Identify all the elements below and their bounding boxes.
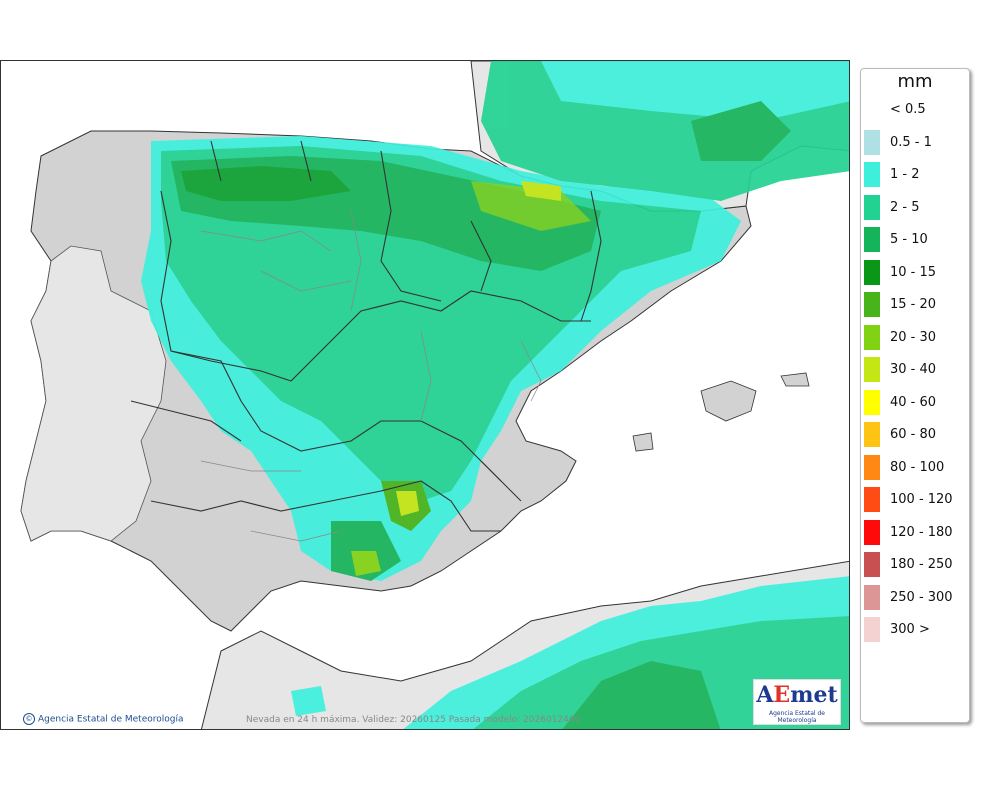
mallorca	[700, 380, 757, 422]
legend-label: 1 - 2	[890, 167, 920, 182]
menorca	[780, 372, 810, 387]
legend-label: 100 - 120	[890, 492, 953, 507]
legend-swatch	[864, 97, 880, 122]
legend-item: 80 - 100	[864, 454, 945, 480]
legend-swatch	[864, 162, 880, 187]
legend-swatch	[864, 389, 880, 415]
province-borders	[200, 210, 542, 542]
logo-mark: AEmet	[756, 682, 838, 708]
aemet-logo: AEmet Agencia Estatal de Meteorología	[753, 679, 841, 725]
legend-label: 300 >	[890, 622, 930, 637]
legend-item: 20 - 30	[864, 324, 937, 350]
legend-item: 10 - 15	[864, 259, 937, 285]
legend-item: 180 - 250	[864, 552, 953, 577]
logo-subtitle: Agencia Estatal de Meteorología	[768, 710, 825, 724]
legend-item: 30 - 40	[864, 357, 936, 382]
legend-swatch	[864, 454, 880, 480]
legend-swatch	[864, 259, 880, 285]
legend-label: 40 - 60	[890, 394, 937, 410]
legend-swatch	[864, 194, 880, 220]
legend-item: 15 - 20	[864, 292, 936, 317]
legend-swatch	[864, 292, 880, 317]
legend-label: 5 - 10	[890, 232, 928, 247]
legend-label: 15 - 20	[890, 297, 937, 312]
credit-label: Agencia Estatal de Meteorología	[38, 714, 184, 725]
legend-swatch	[864, 552, 880, 577]
legend-item: 250 - 300	[864, 584, 953, 610]
legend-label: 180 - 250	[890, 557, 953, 572]
legend-label: 0.5 - 1	[890, 134, 932, 150]
legend-label: 10 - 15	[890, 264, 937, 280]
legend-item: 120 - 180	[864, 519, 953, 545]
credit-text: © Agencia Estatal de Meteorología	[23, 713, 184, 725]
legend-item: 40 - 60	[864, 389, 937, 415]
legend-swatch	[864, 584, 880, 610]
legend-label: < 0.5	[890, 102, 926, 117]
legend-item: 0.5 - 1	[864, 129, 932, 155]
color-legend: mm < 0.5 0.5 - 1 1 - 2 2 - 5 5 - 10 10 - 15 15…	[860, 68, 970, 723]
legend-swatch	[864, 357, 880, 382]
validity-text: Nevada en 24 h máxima. Validez: 20260125…	[246, 715, 581, 725]
legend-label: 120 - 180	[890, 524, 953, 540]
legend-swatch	[864, 324, 880, 350]
legend-item: 60 - 80	[864, 422, 936, 447]
legend-swatch	[864, 227, 880, 252]
legend-item: 5 - 10	[864, 227, 928, 252]
region-borders	[130, 140, 602, 532]
legend-label: 20 - 30	[890, 329, 937, 345]
legend-label: 30 - 40	[890, 362, 937, 377]
snowfall-map: © Agencia Estatal de Meteorología Nevada …	[0, 60, 850, 730]
legend-swatch	[864, 519, 880, 545]
snow-field	[141, 61, 849, 729]
legend-swatch	[864, 617, 880, 642]
legend-label: 60 - 80	[890, 427, 937, 442]
portugal-land	[20, 245, 167, 542]
legend-item: 100 - 120	[864, 487, 953, 512]
legend-item: < 0.5	[864, 97, 926, 122]
legend-swatch	[864, 129, 880, 155]
legend-label: 250 - 300	[890, 589, 953, 605]
legend-item: 1 - 2	[864, 162, 920, 187]
ibiza	[632, 432, 654, 452]
legend-label: 80 - 100	[890, 459, 945, 475]
legend-item: 300 >	[864, 617, 930, 642]
legend-item: 2 - 5	[864, 194, 920, 220]
legend-swatch	[864, 487, 880, 512]
map-canvas	[20, 61, 849, 729]
copyright-icon: ©	[23, 713, 35, 725]
legend-label: 2 - 5	[890, 199, 920, 215]
legend-unit: mm	[897, 71, 933, 92]
legend-swatch	[864, 422, 880, 447]
